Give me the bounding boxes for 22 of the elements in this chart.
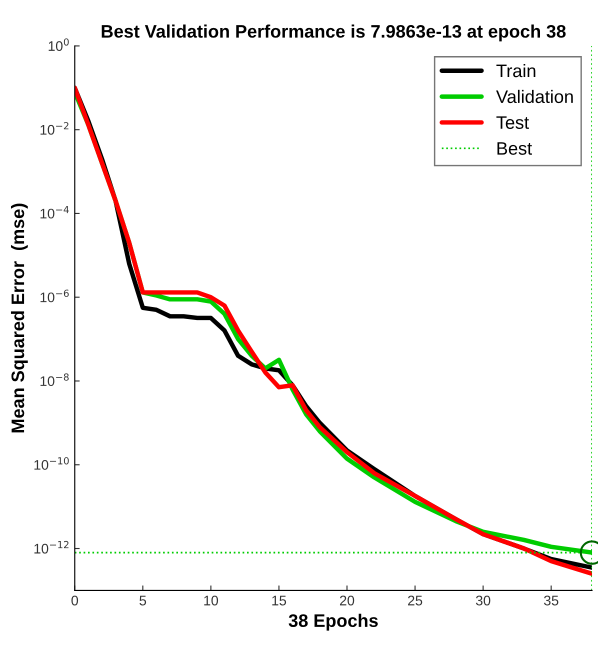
x-tick-label: 35: [544, 596, 558, 606]
y-axis-title: Mean Squared Error (mse): [10, 204, 28, 432]
legend-label: Test: [496, 116, 529, 129]
y-tick-label: 10$^{−2}$: [40, 122, 68, 135]
x-tick-label: 30: [476, 596, 490, 606]
x-tick-label: 25: [408, 596, 422, 606]
x-tick-label: 10: [204, 596, 218, 606]
legend-label: Train: [496, 64, 536, 78]
y-tick-label: 10$^{−6}$: [40, 290, 69, 302]
y-tick-label: 10$^{−8}$: [40, 373, 69, 386]
chart-title: Best Validation Performance is 7.9863e-13 at epoch 38: [102, 24, 566, 42]
y-tick-label: 10$^{−10}$: [34, 457, 69, 470]
x-axis-title: 38 Epochs: [288, 614, 378, 631]
x-tick-label: 15: [272, 596, 286, 606]
x-tick-label: 0: [71, 596, 78, 606]
y-tick-label: 10$^{−12}$: [34, 540, 68, 554]
y-tick-label: 10$^{−4}$: [40, 206, 69, 219]
x-tick-label: 5: [140, 596, 146, 606]
y-tick-label: 10$^{0}$: [48, 38, 69, 51]
legend-label: Best: [497, 142, 532, 155]
legend-label: Validation: [496, 90, 573, 104]
x-tick-label: 20: [340, 596, 354, 606]
